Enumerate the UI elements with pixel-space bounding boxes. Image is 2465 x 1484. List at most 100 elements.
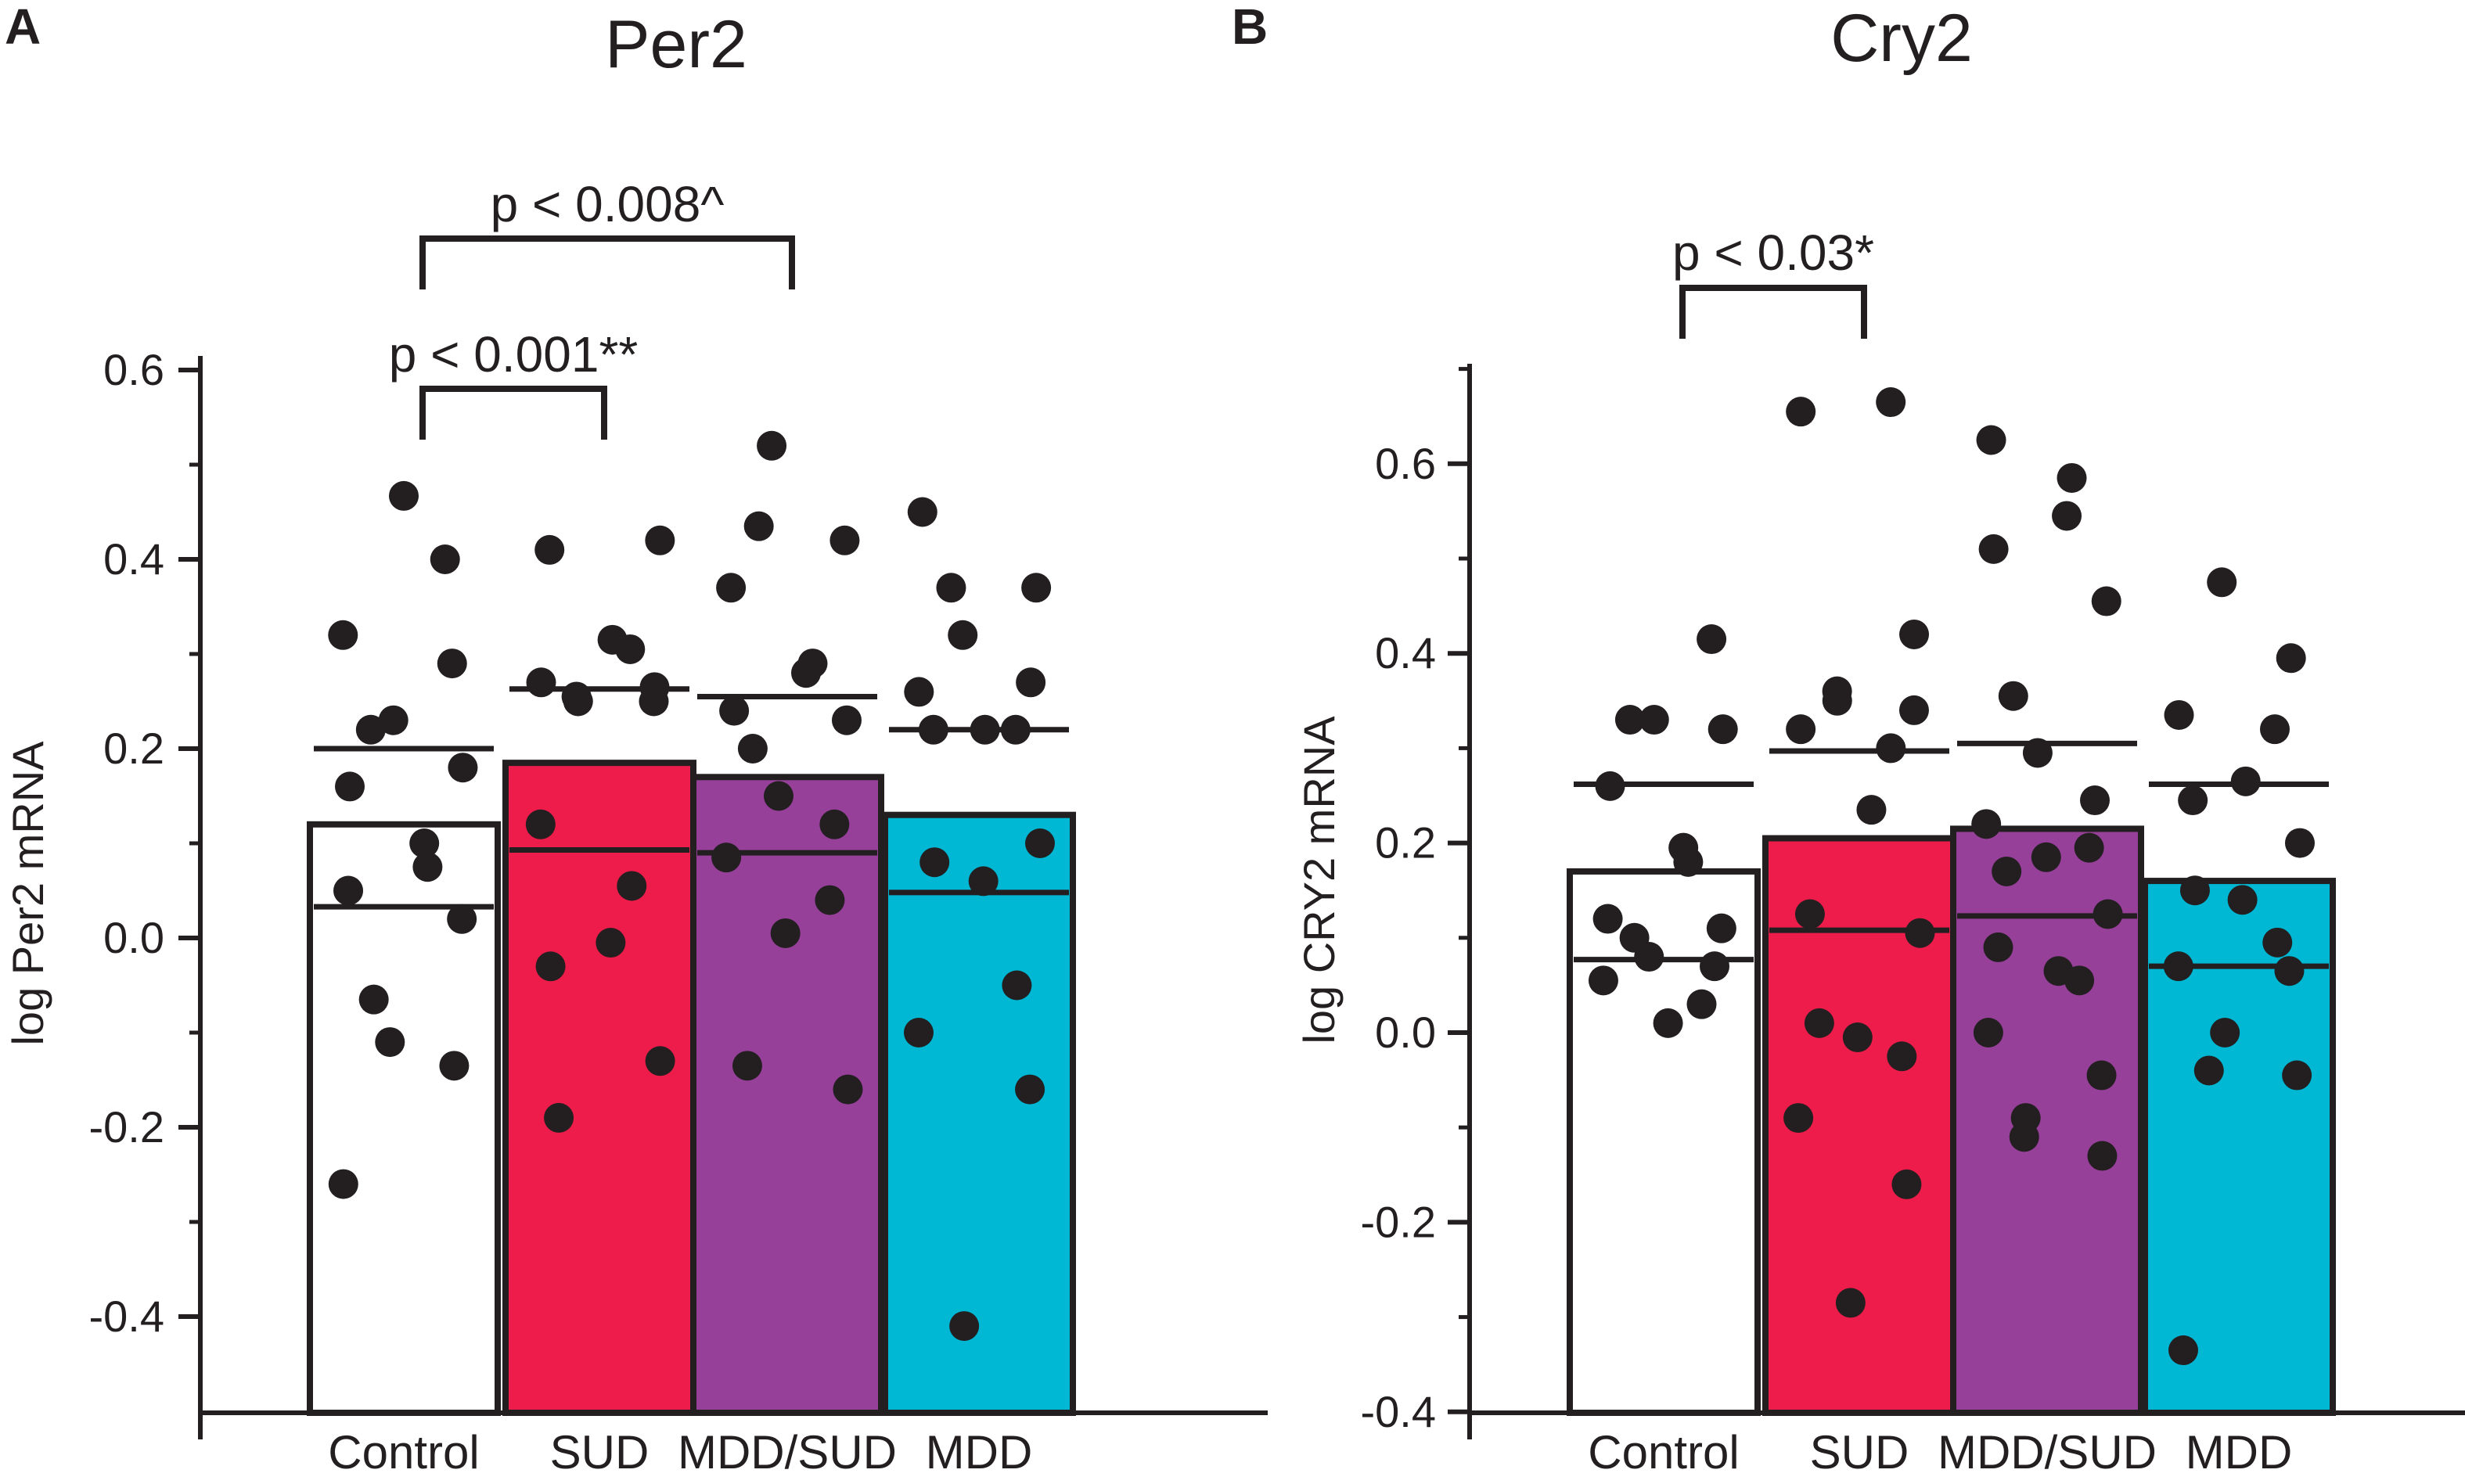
x-category-label: SUD <box>550 1426 650 1479</box>
data-point <box>1876 387 1906 418</box>
data-point <box>732 1051 762 1081</box>
data-point <box>1706 913 1736 943</box>
data-point <box>1000 714 1031 745</box>
data-point <box>1976 425 2006 455</box>
data-point <box>534 534 565 565</box>
data-point <box>1686 989 1717 1019</box>
data-point <box>1835 1288 1866 1318</box>
data-point <box>430 544 460 574</box>
data-point <box>1592 904 1623 934</box>
y-axis-label: log CRY2 mRNA <box>1294 716 1344 1044</box>
bar-mdd <box>882 811 1076 1416</box>
y-tick-label: 0.2 <box>103 724 164 773</box>
data-point <box>1700 951 1730 982</box>
data-point <box>2164 699 2194 730</box>
data-point <box>437 649 467 679</box>
data-point <box>770 918 801 948</box>
data-point <box>1856 795 1887 825</box>
data-point <box>617 871 647 901</box>
data-point <box>1971 809 2002 839</box>
data-point <box>2080 785 2111 816</box>
data-point <box>2262 927 2293 958</box>
data-point <box>831 705 862 735</box>
data-point <box>2227 885 2258 915</box>
y-tick-label: 0.4 <box>1375 628 1436 677</box>
y-tick-label: 0.6 <box>1375 439 1436 488</box>
data-point <box>904 677 934 707</box>
data-point <box>1016 667 1046 698</box>
significance-label: p < 0.001** <box>389 326 639 383</box>
data-point <box>2282 1060 2312 1091</box>
data-point <box>1595 771 1625 801</box>
y-tick-label: -0.2 <box>1361 1197 1437 1246</box>
data-point <box>328 1169 358 1199</box>
data-point <box>2193 1055 2224 1086</box>
data-point <box>968 866 999 897</box>
chart-title: Cry2 <box>1830 1 1973 76</box>
data-point <box>1024 828 1055 858</box>
data-point <box>737 734 768 764</box>
data-point <box>1842 1022 1873 1053</box>
data-point <box>1887 1041 1917 1072</box>
data-point <box>2230 766 2261 796</box>
data-point <box>763 781 793 811</box>
panel-letter: A <box>5 0 41 55</box>
data-point <box>2009 1122 2039 1152</box>
data-point <box>1822 685 1852 716</box>
data-point <box>711 843 742 873</box>
bar-sud <box>502 760 696 1416</box>
data-point <box>615 634 646 664</box>
data-point <box>1899 619 1930 649</box>
bar-control <box>1567 868 1761 1416</box>
data-point <box>815 885 845 915</box>
data-point <box>1673 846 1704 877</box>
data-point <box>970 714 1000 745</box>
data-point <box>1992 856 2022 886</box>
y-tick-label: 0.0 <box>103 913 164 962</box>
data-point <box>2064 965 2095 996</box>
data-point <box>791 658 822 688</box>
panel-a: A Per2 log Per2 mRNA 0.6 0.4 0.2 0.0 -0.2 -0.… <box>3 0 1268 1479</box>
y-tick-label: -0.4 <box>1361 1387 1437 1436</box>
y-axis-label: log Per2 mRNA <box>3 741 52 1046</box>
data-point <box>1794 899 1825 929</box>
panel-letter: B <box>1232 0 1268 55</box>
data-point <box>1973 1018 2003 1047</box>
data-point <box>448 753 478 783</box>
data-point <box>833 1074 863 1105</box>
data-point <box>447 904 477 934</box>
data-point <box>1978 534 2009 564</box>
data-point <box>719 695 750 726</box>
data-point <box>1634 942 1664 972</box>
data-point <box>2087 1141 2118 1171</box>
data-point <box>639 686 669 717</box>
chart-title: Per2 <box>605 7 747 82</box>
data-point <box>757 430 787 461</box>
data-point <box>949 1311 980 1342</box>
data-point <box>1021 573 1052 603</box>
data-point <box>2031 842 2061 872</box>
significance-bracket <box>419 386 607 440</box>
y-tick-label: -0.2 <box>89 1102 165 1152</box>
data-point <box>1804 1008 1834 1038</box>
data-point <box>409 828 440 858</box>
data-point <box>544 1102 574 1133</box>
data-point <box>919 847 950 878</box>
data-point <box>412 852 443 882</box>
data-point <box>2086 1060 2117 1091</box>
data-point <box>2057 462 2087 493</box>
data-point <box>948 620 978 650</box>
data-point <box>1998 681 2028 711</box>
significance-bracket <box>1679 285 1867 339</box>
data-point <box>375 1027 405 1058</box>
data-point <box>829 525 860 555</box>
data-point <box>2259 714 2290 745</box>
data-point <box>819 809 850 839</box>
data-point <box>1983 932 2013 962</box>
significance-bracket <box>419 235 795 289</box>
data-point <box>1891 1169 1922 1199</box>
data-point <box>1697 624 1727 655</box>
data-point <box>2052 501 2082 531</box>
data-point <box>526 667 556 698</box>
y-tick-label: 0.6 <box>103 345 164 394</box>
